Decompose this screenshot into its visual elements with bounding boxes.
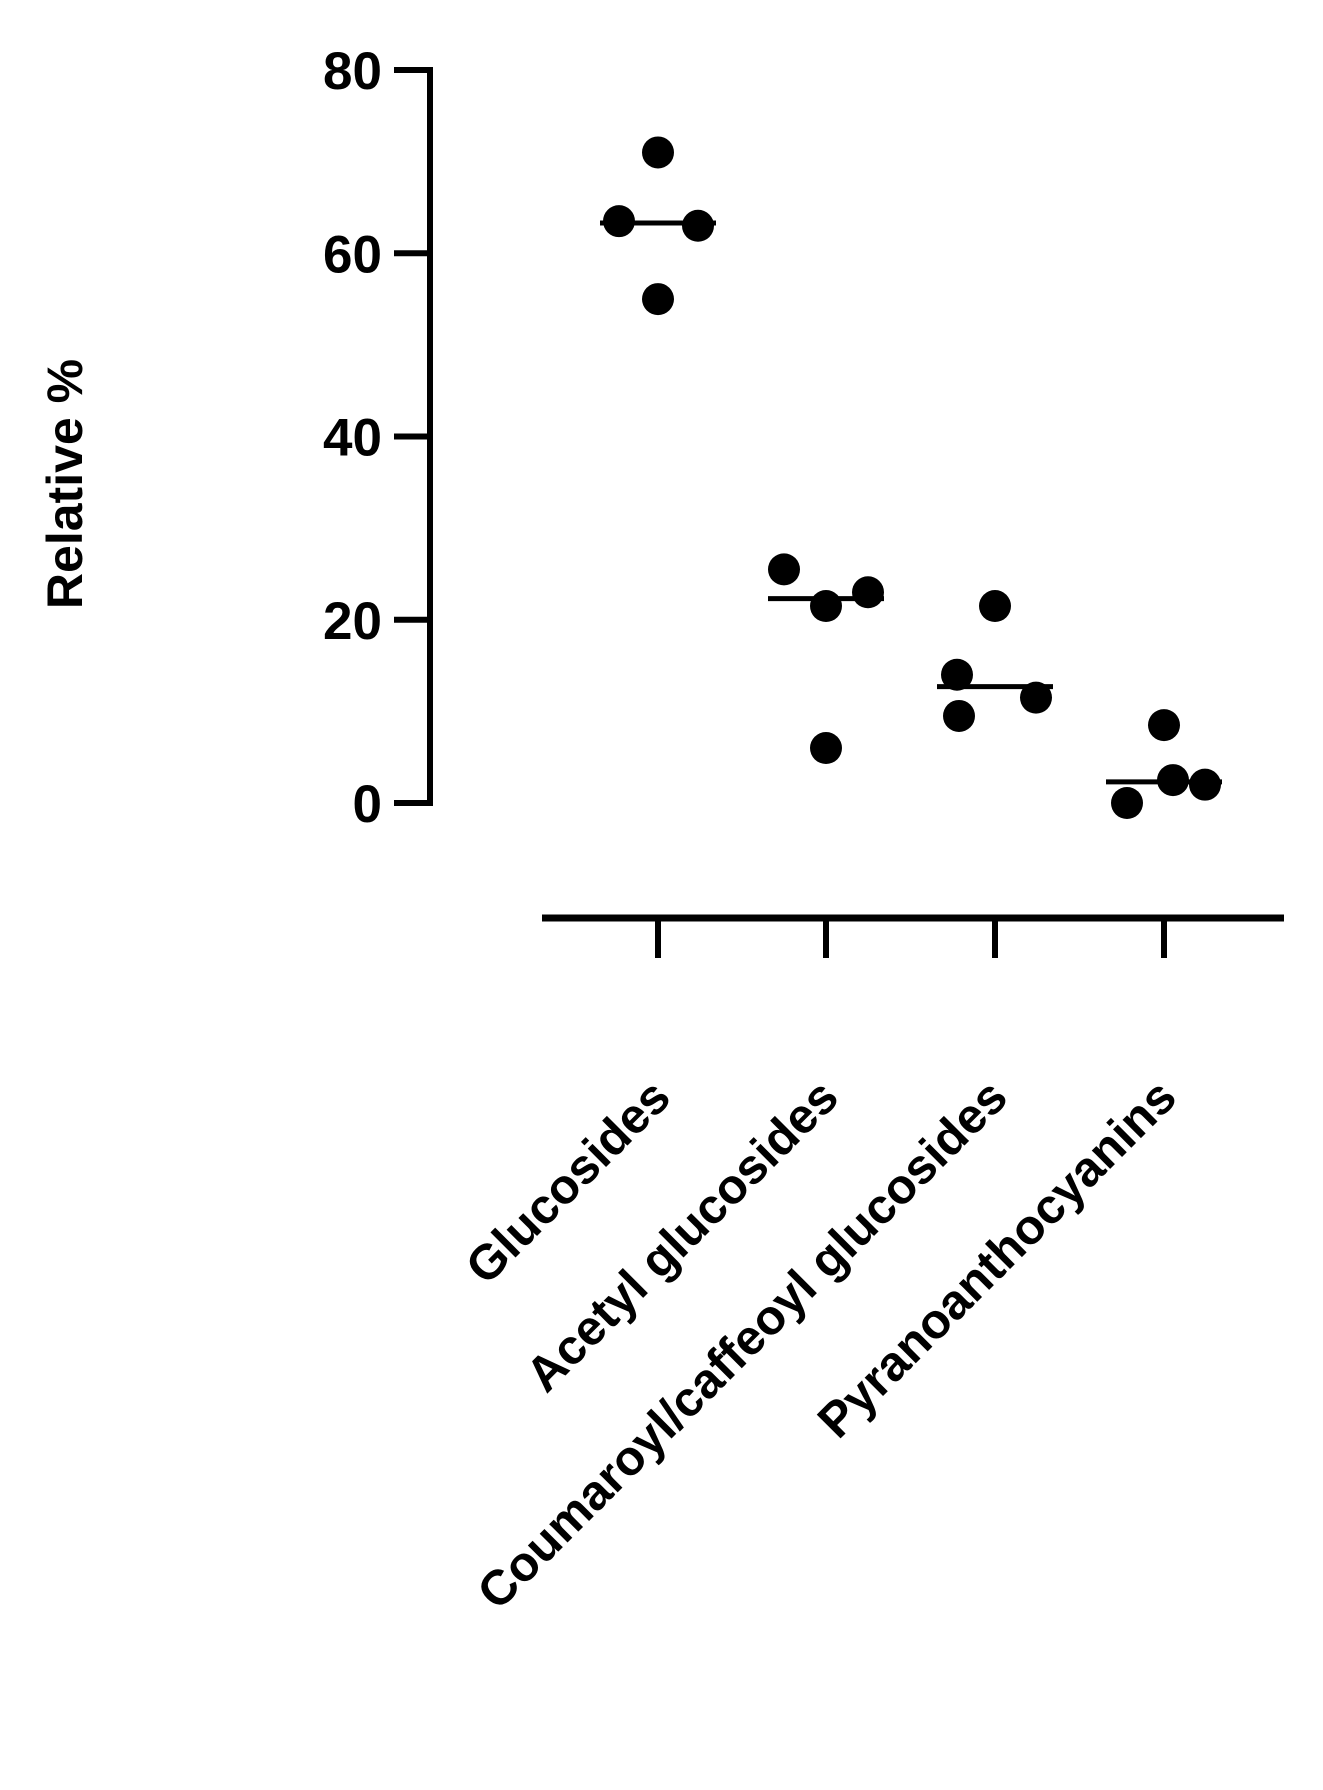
- data-point-2-2: [1020, 681, 1052, 714]
- y-axis: 0 20 40 60 80: [323, 42, 433, 834]
- data-point-2-0: [979, 590, 1011, 623]
- category-group-2: [937, 590, 1053, 732]
- y-tick-label-80: 80: [323, 42, 382, 101]
- data-point-3-3: [1111, 787, 1143, 819]
- data-point-3-0: [1148, 709, 1180, 742]
- data-point-1-0: [768, 553, 800, 586]
- y-tick-label-20: 20: [323, 592, 382, 651]
- data-point-3-1: [1157, 764, 1189, 797]
- y-tick-label-0: 0: [353, 775, 382, 834]
- data-point-1-1: [852, 576, 884, 609]
- y-tick-label-40: 40: [323, 409, 382, 468]
- category-group-1: [768, 553, 884, 765]
- data-point-0-3: [642, 283, 674, 316]
- y-ticks: 0 20 40 60 80: [323, 42, 433, 834]
- data-point-1-2: [810, 590, 842, 623]
- data-point-3-2: [1189, 768, 1221, 801]
- data-point-0-0: [642, 136, 674, 169]
- data-point-0-2: [682, 209, 714, 242]
- data-point-2-3: [943, 699, 975, 732]
- data-point-0-1: [603, 205, 635, 238]
- y-tick-label-60: 60: [323, 225, 382, 284]
- data-point-1-3: [810, 732, 842, 765]
- data-marks: [600, 136, 1222, 819]
- x-tick-label-1: Acetyl glucosides: [516, 1070, 849, 1403]
- y-axis-title: Relative %: [37, 359, 93, 609]
- data-point-2-1: [941, 658, 973, 691]
- category-group-0: [600, 136, 716, 316]
- category-group-3: [1106, 709, 1222, 819]
